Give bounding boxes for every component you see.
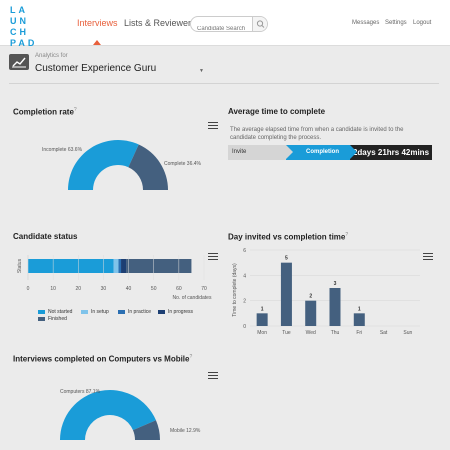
logo-line-1: LA bbox=[10, 5, 28, 15]
search-icon bbox=[256, 20, 265, 28]
stage-arrow bbox=[286, 145, 293, 159]
candidate-status-chart: Status 0 10 20 30 40 50 60 70 No. of candidates bbox=[17, 255, 212, 301]
launchpad-logo[interactable]: LA UN CH PAD bbox=[10, 5, 50, 49]
day-bar bbox=[280, 262, 292, 326]
tab-lists-reviewers[interactable]: Lists & Reviewers bbox=[124, 18, 196, 28]
complete-slice bbox=[128, 144, 168, 190]
days-y-tick-label: 0 bbox=[243, 324, 246, 330]
days-y-axis-label: Time to complete (days) bbox=[232, 263, 238, 317]
menu-icon[interactable] bbox=[423, 253, 433, 261]
devices-title-text: Interviews completed on Computers vs Mob… bbox=[13, 354, 190, 364]
day-x-tick-label: Thu bbox=[331, 330, 340, 336]
menu-icon[interactable] bbox=[208, 122, 218, 130]
menu-icon[interactable] bbox=[208, 253, 218, 261]
messages-link[interactable]: Messages bbox=[352, 20, 380, 26]
stage-arrow bbox=[350, 145, 357, 159]
analytics-for-label: Analytics for bbox=[35, 53, 68, 59]
search-input[interactable] bbox=[191, 22, 251, 31]
status-x-axis-label: No. of candidates bbox=[173, 295, 212, 301]
devices-chart bbox=[60, 390, 160, 440]
analytics-selector: Analytics for Customer Experience Guru ▼ bbox=[9, 51, 439, 84]
legend-in-progress[interactable]: In progress bbox=[158, 309, 193, 315]
day-invited-title: Day invited vs completion time? bbox=[228, 232, 348, 242]
status-x-tick-label: 20 bbox=[76, 286, 82, 292]
logo-line-4: PAD bbox=[10, 38, 38, 48]
day-x-tick-label: Wed bbox=[306, 330, 316, 336]
days-y-tick-label: 6 bbox=[243, 248, 246, 254]
stage-invite: Invite bbox=[228, 145, 292, 160]
day-x-tick-label: Fri bbox=[356, 330, 362, 336]
status-y-axis-label: Status bbox=[17, 258, 23, 273]
logout-link[interactable]: Logout bbox=[413, 20, 432, 26]
completion-rate-title-text: Completion rate bbox=[13, 107, 74, 117]
day-bar bbox=[305, 300, 317, 326]
candidate-search bbox=[190, 16, 268, 32]
day-x-tick-label: Tue bbox=[282, 330, 291, 336]
status-x-tick-label: 30 bbox=[101, 286, 107, 292]
day-bar bbox=[329, 288, 341, 326]
status-x-tick-label: 40 bbox=[126, 286, 132, 292]
status-x-tick-label: 10 bbox=[50, 286, 56, 292]
day-bar bbox=[353, 313, 365, 326]
top-bar: LA UN CH PAD Interviews Lists & Reviewer… bbox=[0, 0, 450, 49]
settings-link[interactable]: Settings bbox=[385, 20, 407, 26]
search-button[interactable] bbox=[252, 17, 267, 31]
day-bar-data-label: 2 bbox=[309, 294, 312, 300]
complete-data-label: Complete 36.4% bbox=[164, 161, 201, 167]
day-bar bbox=[256, 313, 268, 326]
logo-line-2: UN bbox=[10, 16, 29, 26]
day-bar-data-label: 1 bbox=[358, 306, 361, 312]
status-bar-segment bbox=[118, 259, 122, 273]
status-x-tick-label: 70 bbox=[201, 286, 207, 292]
average-time-description: The average elapsed time from when a can… bbox=[230, 127, 404, 141]
mobile-data-label: Mobile 12.9% bbox=[170, 428, 201, 434]
active-tab-indicator bbox=[93, 40, 101, 45]
day-invited-chart: Time to complete (days) 0 2 4 6 1 Mon 5 Tue 2 We… bbox=[232, 248, 420, 336]
day-x-tick-label: Sun bbox=[403, 330, 412, 336]
info-icon[interactable]: ? bbox=[345, 232, 349, 238]
day-bar-data-label: 3 bbox=[334, 281, 337, 287]
menu-icon[interactable] bbox=[208, 372, 218, 380]
analytics-chart-icon bbox=[9, 54, 29, 70]
candidate-status-title: Candidate status bbox=[13, 232, 78, 241]
days-y-tick-label: 4 bbox=[243, 273, 246, 279]
caret-down-icon[interactable]: ▼ bbox=[199, 68, 204, 74]
day-x-tick-label: Sat bbox=[380, 330, 388, 336]
status-bar-segment bbox=[121, 259, 127, 273]
incomplete-slice bbox=[68, 140, 139, 190]
legend-finished[interactable]: Finished bbox=[38, 316, 67, 322]
status-bar-segment bbox=[113, 259, 119, 273]
legend-not-started[interactable]: Not started bbox=[38, 309, 72, 315]
completion-rate-title: Completion rate? bbox=[13, 107, 77, 117]
completion-rate-chart bbox=[68, 140, 168, 190]
logo-line-3: CH bbox=[10, 27, 29, 37]
mobile-slice bbox=[132, 420, 160, 440]
status-bar-segment bbox=[126, 259, 192, 273]
day-bar-data-label: 1 bbox=[261, 306, 264, 312]
day-invited-title-text: Day invited vs completion time bbox=[228, 232, 346, 242]
info-icon[interactable]: ? bbox=[189, 354, 193, 360]
stage-completion: Completion bbox=[286, 145, 354, 160]
interview-select[interactable]: Customer Experience Guru bbox=[35, 63, 157, 74]
average-duration: 2days 21hrs 42mins bbox=[350, 145, 432, 160]
day-bar-data-label: 5 bbox=[285, 256, 288, 262]
status-bar-segment bbox=[28, 259, 114, 273]
computers-data-label: Computers 87.1% bbox=[60, 389, 101, 395]
tab-interviews[interactable]: Interviews bbox=[77, 18, 118, 28]
computers-slice bbox=[60, 390, 156, 440]
status-x-tick-label: 0 bbox=[27, 286, 30, 292]
day-x-tick-label: Mon bbox=[257, 330, 267, 336]
incomplete-data-label: Incomplete 63.6% bbox=[42, 147, 83, 153]
info-icon[interactable]: ? bbox=[73, 107, 77, 113]
devices-title: Interviews completed on Computers vs Mob… bbox=[13, 354, 192, 364]
status-x-tick-label: 50 bbox=[151, 286, 157, 292]
legend-in-practice[interactable]: In practice bbox=[118, 309, 151, 315]
status-x-tick-label: 60 bbox=[176, 286, 182, 292]
average-time-title: Average time to complete bbox=[228, 107, 326, 116]
days-y-tick-label: 2 bbox=[243, 299, 246, 305]
legend-in-setup[interactable]: In setup bbox=[81, 309, 109, 315]
